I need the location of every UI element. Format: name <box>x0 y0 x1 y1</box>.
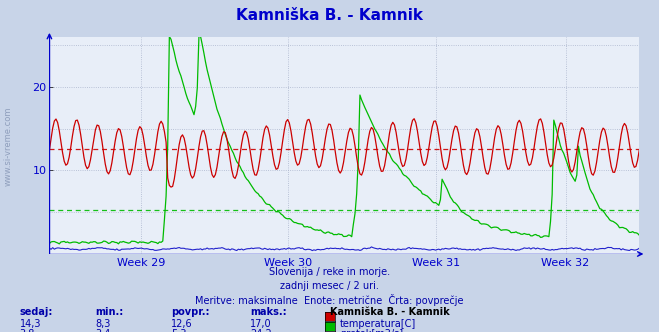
Text: sedaj:: sedaj: <box>20 307 53 317</box>
Text: povpr.:: povpr.: <box>171 307 210 317</box>
Text: 14,3: 14,3 <box>20 319 42 329</box>
Text: zadnji mesec / 2 uri.: zadnji mesec / 2 uri. <box>280 281 379 290</box>
Text: Meritve: maksimalne  Enote: metrične  Črta: povprečje: Meritve: maksimalne Enote: metrične Črta… <box>195 294 464 306</box>
Text: Kamniška B. - Kamnik: Kamniška B. - Kamnik <box>236 8 423 23</box>
Text: 17,0: 17,0 <box>250 319 272 329</box>
Text: 12,6: 12,6 <box>171 319 193 329</box>
Text: 3,4: 3,4 <box>96 329 111 332</box>
Text: Kamniška B. - Kamnik: Kamniška B. - Kamnik <box>330 307 449 317</box>
Text: www.si-vreme.com: www.si-vreme.com <box>3 106 13 186</box>
Text: Slovenija / reke in morje.: Slovenija / reke in morje. <box>269 267 390 277</box>
Text: 5,3: 5,3 <box>171 329 187 332</box>
Text: 24,2: 24,2 <box>250 329 272 332</box>
Text: maks.:: maks.: <box>250 307 287 317</box>
Text: min.:: min.: <box>96 307 124 317</box>
Text: 3,8: 3,8 <box>20 329 35 332</box>
Text: 8,3: 8,3 <box>96 319 111 329</box>
Text: temperatura[C]: temperatura[C] <box>340 319 416 329</box>
Text: pretok[m3/s]: pretok[m3/s] <box>340 329 403 332</box>
